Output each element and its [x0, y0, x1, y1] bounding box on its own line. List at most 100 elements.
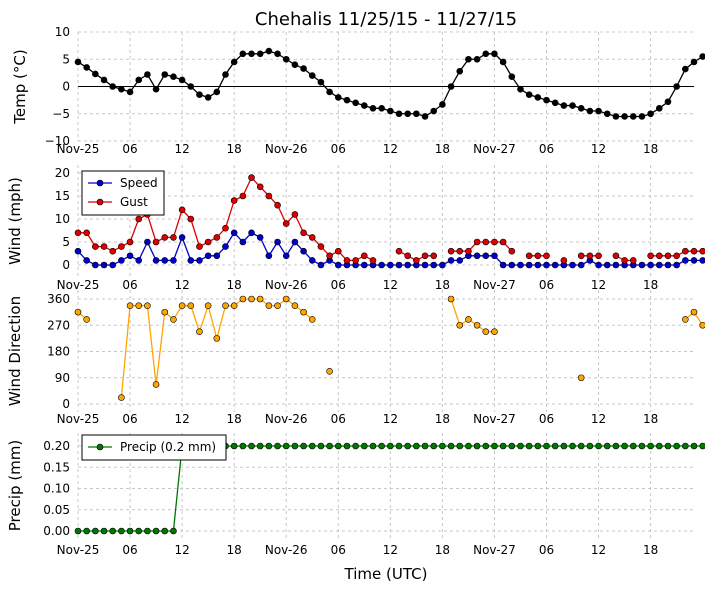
- direction-point: [699, 321, 705, 329]
- direction-point: [256, 295, 264, 303]
- temp-point: [144, 71, 151, 78]
- speed-point: [491, 252, 498, 260]
- gust-point: [300, 229, 307, 237]
- gust-point: [465, 247, 472, 255]
- precip-point: [256, 442, 264, 450]
- speed-point: [334, 261, 342, 269]
- gust-point: [109, 247, 117, 255]
- speed-point: [690, 257, 698, 264]
- temp-point: [395, 110, 403, 118]
- temp-series-line: [77, 50, 705, 118]
- gust-point: [690, 247, 698, 255]
- temp-point: [196, 91, 203, 98]
- gust-point: [248, 174, 255, 181]
- speed-legend-marker: [96, 179, 104, 187]
- direction-point: [282, 295, 290, 303]
- gust-point: [239, 192, 247, 200]
- wind-legend-box: [81, 170, 165, 216]
- gust-point: [308, 234, 316, 241]
- precip-point: [473, 442, 481, 450]
- direction-point: [577, 374, 585, 382]
- precip-point: [404, 442, 411, 450]
- precip-ytick-label: 0.00: [43, 524, 70, 538]
- speed-point: [387, 261, 394, 269]
- temp-point: [109, 83, 117, 90]
- temp-xtick-label: 12: [383, 142, 398, 156]
- precip-xtick-label: 12: [591, 543, 606, 557]
- temp-point: [595, 107, 602, 115]
- temp-point: [308, 72, 316, 79]
- precip-point: [447, 442, 455, 450]
- speed-point: [508, 261, 516, 269]
- speed-point: [274, 238, 281, 246]
- gust-point: [664, 252, 672, 260]
- temp-point: [534, 94, 542, 101]
- speed-point: [126, 252, 134, 260]
- speed-point: [92, 261, 99, 269]
- direction-ytick-label: 360: [47, 292, 70, 306]
- temp-point: [83, 64, 90, 71]
- direction-ytick-label: 270: [47, 318, 70, 332]
- speed-point: [170, 257, 177, 264]
- temp-point: [334, 94, 342, 101]
- direction-xtick-label: 18: [643, 412, 658, 426]
- gust-point: [83, 229, 90, 237]
- temp-point: [430, 107, 438, 115]
- direction-point: [308, 316, 316, 323]
- direction-xtick-label: Nov-27: [473, 412, 516, 426]
- temp-ytick-label: 10: [55, 25, 70, 39]
- speed-point: [439, 261, 446, 269]
- precip-legend-label: Precip (0.2 mm): [120, 440, 216, 454]
- precip-point: [595, 442, 602, 450]
- gust-point: [118, 243, 125, 250]
- precip-point: [74, 527, 82, 535]
- temp-point: [473, 55, 481, 63]
- speed-point: [395, 261, 403, 269]
- temp-point: [673, 83, 680, 90]
- speed-point: [404, 261, 411, 269]
- temp-xtick-label: 06: [539, 142, 554, 156]
- direction-point: [482, 328, 490, 335]
- temp-point: [551, 99, 559, 107]
- speed-point: [569, 261, 576, 269]
- direction-xtick-label: 06: [122, 412, 137, 426]
- temp-point: [369, 105, 377, 112]
- speed-point: [647, 261, 654, 269]
- direction-ytick-label: 0: [62, 397, 70, 411]
- precip-point: [517, 442, 524, 450]
- gust-point: [612, 252, 620, 260]
- precip-point: [100, 527, 108, 535]
- speed-point: [664, 261, 672, 269]
- temp-point: [265, 47, 273, 55]
- temp-point: [560, 102, 568, 109]
- direction-point: [144, 302, 151, 310]
- x-axis-label: Time (UTC): [344, 565, 428, 583]
- gust-point: [447, 247, 455, 255]
- gust-point: [499, 238, 507, 246]
- temp-point: [343, 96, 351, 104]
- gust-point: [204, 238, 212, 246]
- temp-point: [118, 85, 125, 93]
- speed-point: [248, 229, 255, 237]
- direction-xtick-label: Nov-26: [265, 412, 308, 426]
- direction-y-axis-label: Wind Direction: [6, 296, 24, 406]
- temp-point: [187, 83, 195, 90]
- direction-point: [187, 302, 195, 310]
- speed-point: [291, 238, 299, 246]
- precip-legend-marker: [96, 443, 104, 451]
- gust-point: [473, 238, 481, 246]
- direction-point: [161, 308, 169, 316]
- direction-panel: 360 270 180 90 0 Wind Direction Nov-25 06 12 18 No…: [6, 290, 705, 426]
- gust-point: [74, 229, 82, 237]
- gust-point: [560, 257, 568, 264]
- direction-point: [248, 295, 255, 303]
- temp-point: [126, 88, 134, 96]
- speed-point: [534, 261, 542, 269]
- direction-point: [135, 302, 143, 310]
- speed-point: [517, 261, 524, 269]
- precip-point: [569, 442, 576, 450]
- temp-xtick-label: 18: [643, 142, 658, 156]
- precip-point: [161, 527, 169, 535]
- temp-point: [439, 101, 446, 108]
- wind-xtick-label: 18: [643, 278, 658, 292]
